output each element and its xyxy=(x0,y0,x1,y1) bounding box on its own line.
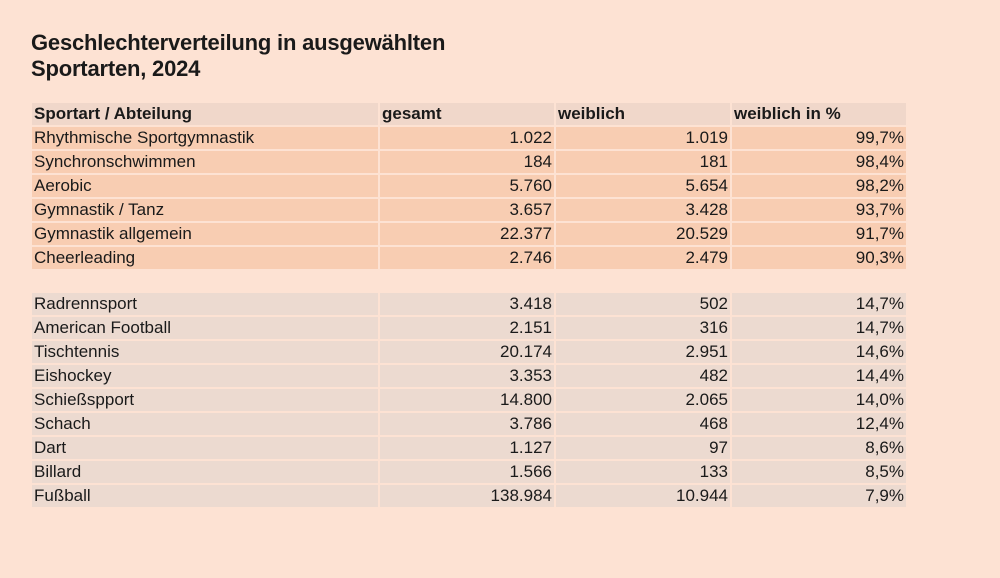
header-sport: Sportart / Abteilung xyxy=(32,103,378,125)
sports-gender-table: Sportart / Abteilung gesamt weiblich wei… xyxy=(30,101,908,509)
cell-sport: Cheerleading xyxy=(32,247,378,269)
cell-female-percent: 14,4% xyxy=(732,365,906,387)
cell-female-percent: 98,4% xyxy=(732,151,906,173)
cell-total: 2.746 xyxy=(380,247,554,269)
cell-total: 2.151 xyxy=(380,317,554,339)
cell-sport: Radrennsport xyxy=(32,293,378,315)
cell-total: 14.800 xyxy=(380,389,554,411)
cell-sport: Aerobic xyxy=(32,175,378,197)
cell-sport: Schießspport xyxy=(32,389,378,411)
cell-total: 3.418 xyxy=(380,293,554,315)
cell-total: 1.022 xyxy=(380,127,554,149)
cell-female-percent: 90,3% xyxy=(732,247,906,269)
cell-female-percent: 14,7% xyxy=(732,317,906,339)
cell-total: 184 xyxy=(380,151,554,173)
cell-female-percent: 98,2% xyxy=(732,175,906,197)
cell-sport: Eishockey xyxy=(32,365,378,387)
table-row: Radrennsport 3.418 502 14,7% xyxy=(32,293,906,315)
table-row: Aerobic 5.760 5.654 98,2% xyxy=(32,175,906,197)
table-row: Eishockey 3.353 482 14,4% xyxy=(32,365,906,387)
cell-female-percent: 7,9% xyxy=(732,485,906,507)
cell-female: 20.529 xyxy=(556,223,730,245)
cell-sport: Rhythmische Sportgymnastik xyxy=(32,127,378,149)
table-row: Synchronschwimmen 184 181 98,4% xyxy=(32,151,906,173)
cell-female-percent: 91,7% xyxy=(732,223,906,245)
header-female: weiblich xyxy=(556,103,730,125)
cell-female-percent: 93,7% xyxy=(732,199,906,221)
cell-sport: Gymnastik / Tanz xyxy=(32,199,378,221)
cell-female: 502 xyxy=(556,293,730,315)
title-line-2: Sportarten, 2024 xyxy=(31,56,201,81)
header-female-percent: weiblich in % xyxy=(732,103,906,125)
cell-female-percent: 8,6% xyxy=(732,437,906,459)
table-row: Schach 3.786 468 12,4% xyxy=(32,413,906,435)
cell-female: 2.065 xyxy=(556,389,730,411)
cell-female-percent: 8,5% xyxy=(732,461,906,483)
cell-total: 138.984 xyxy=(380,485,554,507)
group-spacer xyxy=(32,271,906,291)
cell-female: 181 xyxy=(556,151,730,173)
cell-total: 20.174 xyxy=(380,341,554,363)
page-title: Geschlechterverteilung in ausgewählten S… xyxy=(31,30,445,82)
cell-total: 1.566 xyxy=(380,461,554,483)
table-row: Fußball 138.984 10.944 7,9% xyxy=(32,485,906,507)
cell-female: 316 xyxy=(556,317,730,339)
group-spacer-row xyxy=(32,271,906,291)
table-row: Rhythmische Sportgymnastik 1.022 1.019 99,7… xyxy=(32,127,906,149)
cell-sport: Gymnastik allgemein xyxy=(32,223,378,245)
header-total: gesamt xyxy=(380,103,554,125)
table-row: American Football 2.151 316 14,7% xyxy=(32,317,906,339)
cell-female: 3.428 xyxy=(556,199,730,221)
cell-female: 2.951 xyxy=(556,341,730,363)
cell-female-percent: 14,0% xyxy=(732,389,906,411)
title-line-1: Geschlechterverteilung in ausgewählten xyxy=(31,30,446,55)
table-row: Dart 1.127 97 8,6% xyxy=(32,437,906,459)
cell-female: 133 xyxy=(556,461,730,483)
table-row: Schießspport 14.800 2.065 14,0% xyxy=(32,389,906,411)
cell-total: 22.377 xyxy=(380,223,554,245)
cell-sport: American Football xyxy=(32,317,378,339)
table-row: Tischtennis 20.174 2.951 14,6% xyxy=(32,341,906,363)
cell-sport: Fußball xyxy=(32,485,378,507)
cell-total: 1.127 xyxy=(380,437,554,459)
cell-female: 468 xyxy=(556,413,730,435)
table-row: Gymnastik / Tanz 3.657 3.428 93,7% xyxy=(32,199,906,221)
cell-female-percent: 14,7% xyxy=(732,293,906,315)
cell-sport: Billard xyxy=(32,461,378,483)
cell-female: 5.654 xyxy=(556,175,730,197)
cell-female: 97 xyxy=(556,437,730,459)
cell-total: 3.657 xyxy=(380,199,554,221)
table-body: Rhythmische Sportgymnastik 1.022 1.019 99,7… xyxy=(32,127,906,507)
cell-female-percent: 12,4% xyxy=(732,413,906,435)
cell-female: 10.944 xyxy=(556,485,730,507)
table-row: Cheerleading 2.746 2.479 90,3% xyxy=(32,247,906,269)
cell-total: 5.760 xyxy=(380,175,554,197)
table-row: Gymnastik allgemein 22.377 20.529 91,7% xyxy=(32,223,906,245)
cell-total: 3.353 xyxy=(380,365,554,387)
cell-female: 482 xyxy=(556,365,730,387)
cell-total: 3.786 xyxy=(380,413,554,435)
table-row: Billard 1.566 133 8,5% xyxy=(32,461,906,483)
table-header-row: Sportart / Abteilung gesamt weiblich wei… xyxy=(32,103,906,125)
cell-sport: Dart xyxy=(32,437,378,459)
cell-sport: Tischtennis xyxy=(32,341,378,363)
cell-sport: Schach xyxy=(32,413,378,435)
cell-female-percent: 99,7% xyxy=(732,127,906,149)
cell-sport: Synchronschwimmen xyxy=(32,151,378,173)
cell-female-percent: 14,6% xyxy=(732,341,906,363)
cell-female: 1.019 xyxy=(556,127,730,149)
cell-female: 2.479 xyxy=(556,247,730,269)
